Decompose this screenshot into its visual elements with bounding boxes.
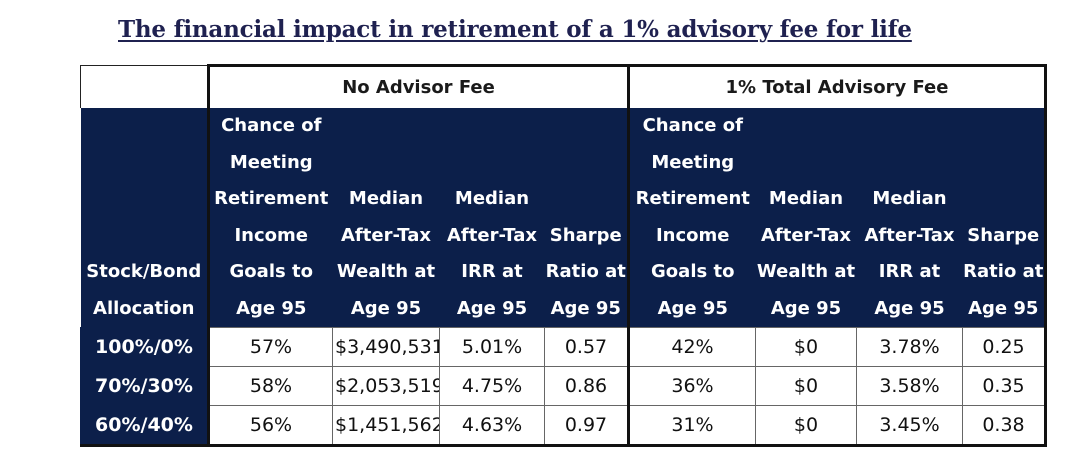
- header-allocation: Stock/Bond Allocation: [80, 108, 209, 328]
- sharpe-fee-cell: 0.38: [962, 405, 1047, 447]
- wealth-no-fee-cell: $1,451,562: [332, 405, 440, 447]
- irr-fee-cell: 3.58%: [856, 366, 963, 406]
- chance-fee-cell: 36%: [627, 366, 756, 406]
- sharpe-no-fee-cell: 0.86: [544, 366, 629, 406]
- sharpe-no-fee-cell: 0.57: [544, 327, 629, 367]
- group-advisory-fee: 1% Total Advisory Fee: [627, 64, 1047, 108]
- chance-no-fee-cell: 57%: [207, 327, 333, 367]
- chance-no-fee-cell: 56%: [207, 405, 333, 447]
- table-row: 100%/0% 57% $3,490,531 5.01% 0.57 42% $0…: [80, 327, 1047, 367]
- header-irr-no-fee: Median After-Tax IRR at Age 95: [439, 108, 545, 328]
- table-row: 60%/40% 56% $1,451,562 4.63% 0.97 31% $0…: [80, 405, 1047, 447]
- wealth-no-fee-cell: $2,053,519: [332, 366, 440, 406]
- header-sharpe-no-fee: Sharpe Ratio at Age 95: [544, 108, 629, 328]
- sharpe-no-fee-cell: 0.97: [544, 405, 629, 447]
- header-sharpe-fee: Sharpe Ratio at Age 95: [962, 108, 1047, 328]
- wealth-fee-cell: $0: [755, 366, 857, 406]
- fee-comparison-table: No Advisor Fee 1% Total Advisory Fee Sto…: [80, 64, 1047, 447]
- column-header-row: Stock/Bond Allocation Chance of Meeting …: [80, 108, 1047, 328]
- allocation-cell: 60%/40%: [80, 405, 209, 447]
- wealth-fee-cell: $0: [755, 327, 857, 367]
- sharpe-fee-cell: 0.25: [962, 327, 1047, 367]
- chance-fee-cell: 31%: [627, 405, 756, 447]
- irr-no-fee-cell: 4.75%: [439, 366, 545, 406]
- allocation-cell: 100%/0%: [80, 327, 209, 367]
- table-row: 70%/30% 58% $2,053,519 4.75% 0.86 36% $0…: [80, 366, 1047, 406]
- allocation-cell: 70%/30%: [80, 366, 209, 406]
- irr-no-fee-cell: 4.63%: [439, 405, 545, 447]
- sharpe-fee-cell: 0.35: [962, 366, 1047, 406]
- group-header-blank: [80, 65, 209, 108]
- page-title: The financial impact in retirement of a …: [118, 16, 912, 43]
- header-chance-no-fee: Chance of Meeting Retirement Income Goal…: [207, 108, 333, 328]
- wealth-no-fee-cell: $3,490,531: [332, 327, 440, 367]
- chance-fee-cell: 42%: [627, 327, 756, 367]
- irr-fee-cell: 3.45%: [856, 405, 963, 447]
- header-chance-fee: Chance of Meeting Retirement Income Goal…: [627, 108, 756, 328]
- wealth-fee-cell: $0: [755, 405, 857, 447]
- irr-no-fee-cell: 5.01%: [439, 327, 545, 367]
- header-wealth-no-fee: Median After-Tax Wealth at Age 95: [332, 108, 440, 328]
- group-no-advisor-fee: No Advisor Fee: [207, 64, 630, 108]
- header-wealth-fee: Median After-Tax Wealth at Age 95: [755, 108, 857, 328]
- header-irr-fee: Median After-Tax IRR at Age 95: [856, 108, 963, 328]
- chance-no-fee-cell: 58%: [207, 366, 333, 406]
- irr-fee-cell: 3.78%: [856, 327, 963, 367]
- group-header-row: No Advisor Fee 1% Total Advisory Fee: [80, 64, 1047, 108]
